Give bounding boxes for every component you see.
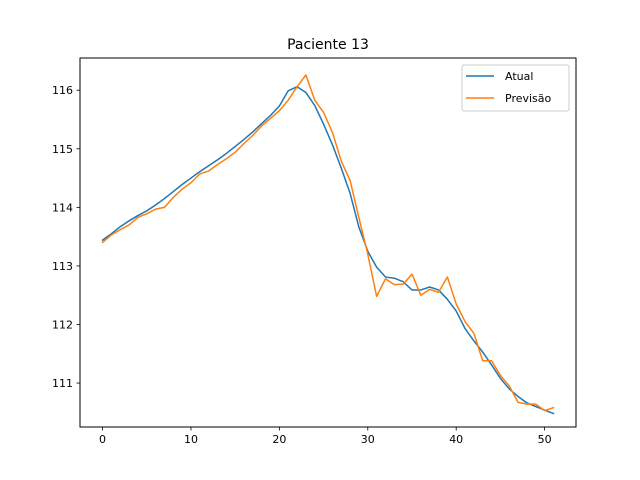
legend-label: Previsão bbox=[505, 92, 552, 105]
x-tick-label: 10 bbox=[184, 433, 198, 446]
x-tick-label: 40 bbox=[449, 433, 463, 446]
x-tick-label: 20 bbox=[272, 433, 286, 446]
legend-label: Atual bbox=[505, 70, 533, 83]
legend: Atual Previsão bbox=[461, 64, 570, 112]
x-axis: 0 10 20 30 40 50 bbox=[99, 427, 552, 446]
y-tick-label: 116 bbox=[52, 84, 73, 97]
y-tick-label: 111 bbox=[52, 377, 73, 390]
y-tick-label: 112 bbox=[52, 319, 73, 332]
y-tick-label: 114 bbox=[52, 201, 73, 214]
x-tick-label: 30 bbox=[361, 433, 375, 446]
series-line-previsao bbox=[101, 74, 555, 412]
y-axis: 111 112 113 114 115 116 bbox=[52, 84, 80, 390]
y-tick-label: 113 bbox=[52, 260, 73, 273]
x-tick-label: 50 bbox=[538, 433, 552, 446]
axes-frame bbox=[79, 57, 577, 428]
y-tick-label: 115 bbox=[52, 143, 73, 156]
plot-area bbox=[101, 74, 555, 415]
chart-title: Paciente 13 bbox=[287, 37, 369, 53]
x-tick-label: 0 bbox=[99, 433, 106, 446]
